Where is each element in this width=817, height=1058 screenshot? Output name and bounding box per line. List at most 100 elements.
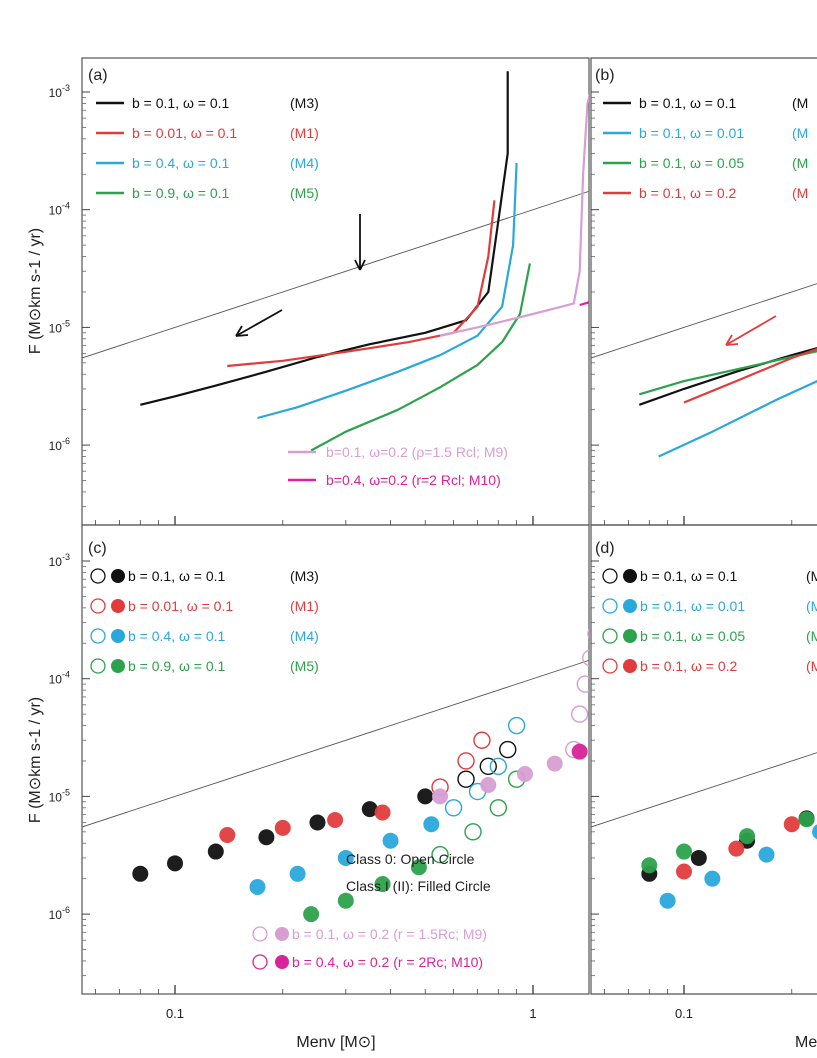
panel-a-series <box>140 71 589 452</box>
data-point <box>507 716 526 735</box>
data-point <box>641 857 658 874</box>
data-point <box>327 812 344 829</box>
data-point <box>587 628 589 640</box>
legend-swatch-open <box>602 598 618 614</box>
diagonal-lines <box>82 190 817 828</box>
arrow-black-down <box>354 214 366 271</box>
data-point <box>274 819 291 836</box>
data-point <box>593 742 609 758</box>
legend-model: (M3) <box>290 568 319 584</box>
arrow-black-diagonal <box>235 309 283 337</box>
legend-model: (M1) <box>290 125 319 141</box>
legend-swatch-filled <box>623 659 637 673</box>
data-point <box>739 828 756 845</box>
arrow-red-diagonal <box>725 315 777 346</box>
legend-model: (M3) <box>290 95 319 111</box>
legend-swatch-filled <box>623 629 637 643</box>
data-point <box>444 799 463 817</box>
arrows <box>235 214 777 346</box>
data-point <box>374 876 391 893</box>
series-line <box>310 263 531 452</box>
data-point <box>303 906 320 923</box>
reference-diagonal <box>591 752 817 828</box>
data-point <box>676 843 692 860</box>
data-point <box>337 849 354 866</box>
data-point <box>337 892 354 909</box>
reference-diagonal <box>591 283 817 359</box>
x-tick-label: 1 <box>529 1006 536 1021</box>
series-line <box>638 346 817 406</box>
y-tick-label: 10-4 <box>49 670 70 687</box>
data-point <box>410 859 427 876</box>
legend-model: (M5) <box>290 658 319 674</box>
data-point <box>633 689 649 705</box>
legend-label: b = 0.1, ω = 0.1 <box>639 95 737 111</box>
legend-label: b = 0.01, ω = 0.1 <box>132 125 237 141</box>
legend-swatch-open <box>602 628 618 644</box>
legend-label: b = 0.1, ω = 0.2 (r = 1.5Rc; M9) <box>292 926 487 942</box>
legend-label: b = 0.1, ω = 0.2 <box>639 185 737 201</box>
legend-model: (M <box>792 125 808 141</box>
y-tick-label: 10-3 <box>49 552 70 569</box>
data-point <box>479 757 497 776</box>
x-axis-label-c: Menv [M⊙] <box>296 1034 375 1051</box>
panel-d-series <box>641 810 817 909</box>
data-point <box>704 870 721 887</box>
panel-label-b: (b) <box>595 67 615 84</box>
legend-label: b = 0.9, ω = 0.1 <box>128 658 226 674</box>
legend-model: (M5) <box>290 185 319 201</box>
legend-label: b = 0.1, ω = 0.2 <box>640 658 738 674</box>
data-point <box>464 823 482 841</box>
data-point <box>659 892 676 909</box>
legend-swatch-open <box>252 954 268 970</box>
legend-swatch-open <box>602 568 618 584</box>
legend-model: (M4) <box>290 628 319 644</box>
panel-label-d: (d) <box>595 540 615 557</box>
data-point <box>570 705 589 723</box>
data-point <box>258 829 275 846</box>
series-line <box>658 380 817 458</box>
data-point <box>728 840 745 857</box>
data-point <box>546 755 563 772</box>
data-point <box>499 740 517 759</box>
data-point <box>309 814 326 831</box>
y-tick-label: 10-5 <box>49 787 70 804</box>
legend-layer: b = 0.1, ω = 0.1 (M3) b = 0.01, ω = 0.1 (M1… <box>90 95 817 970</box>
data-point <box>582 649 589 667</box>
y-tick-label: 10-6 <box>49 905 70 922</box>
reference-diagonal <box>82 190 589 359</box>
legend-swatch-filled <box>623 599 637 613</box>
panel-label-a: (a) <box>88 67 108 84</box>
legend-label: b = 0.1, ω = 0.05 <box>640 628 745 644</box>
data-point <box>517 765 534 782</box>
data-point <box>783 816 800 833</box>
data-point <box>132 865 149 882</box>
y-axis-label-bottom: F (M⊙km s-1 / yr) <box>27 697 44 823</box>
legend-label: b = 0.1, ω = 0.01 <box>639 125 744 141</box>
legend-swatch-filled <box>111 569 125 583</box>
legend-model: (M4) <box>290 155 319 171</box>
data-point <box>167 855 183 872</box>
legend-swatch-filled <box>111 599 125 613</box>
data-point <box>812 824 817 840</box>
legend-swatch-open <box>602 658 618 674</box>
series-line <box>257 162 518 420</box>
data-point <box>423 816 440 833</box>
data-point <box>489 799 508 817</box>
legend-model: (M <box>806 658 817 674</box>
legend-label: b=0.4, ω=0.2 (r=2 Rcl; M10) <box>326 472 501 488</box>
legend-model: (M <box>806 598 817 614</box>
data-point <box>612 746 628 762</box>
y-axis-label-top: F (M⊙km s-1 / yr) <box>27 228 44 354</box>
data-point <box>374 804 391 821</box>
data-point <box>457 752 475 770</box>
legend-label: b = 0.1, ω = 0.1 <box>128 568 226 584</box>
data-point <box>249 878 266 895</box>
legend-label: b = 0.1, ω = 0.1 <box>132 95 230 111</box>
series-line <box>638 350 817 396</box>
series-line <box>683 347 817 404</box>
data-point <box>361 801 378 818</box>
legend-label: b = 0.4, ω = 0.2 (r = 2Rc; M10) <box>292 954 483 970</box>
series-line <box>140 71 509 406</box>
reference-diagonal <box>82 659 589 828</box>
